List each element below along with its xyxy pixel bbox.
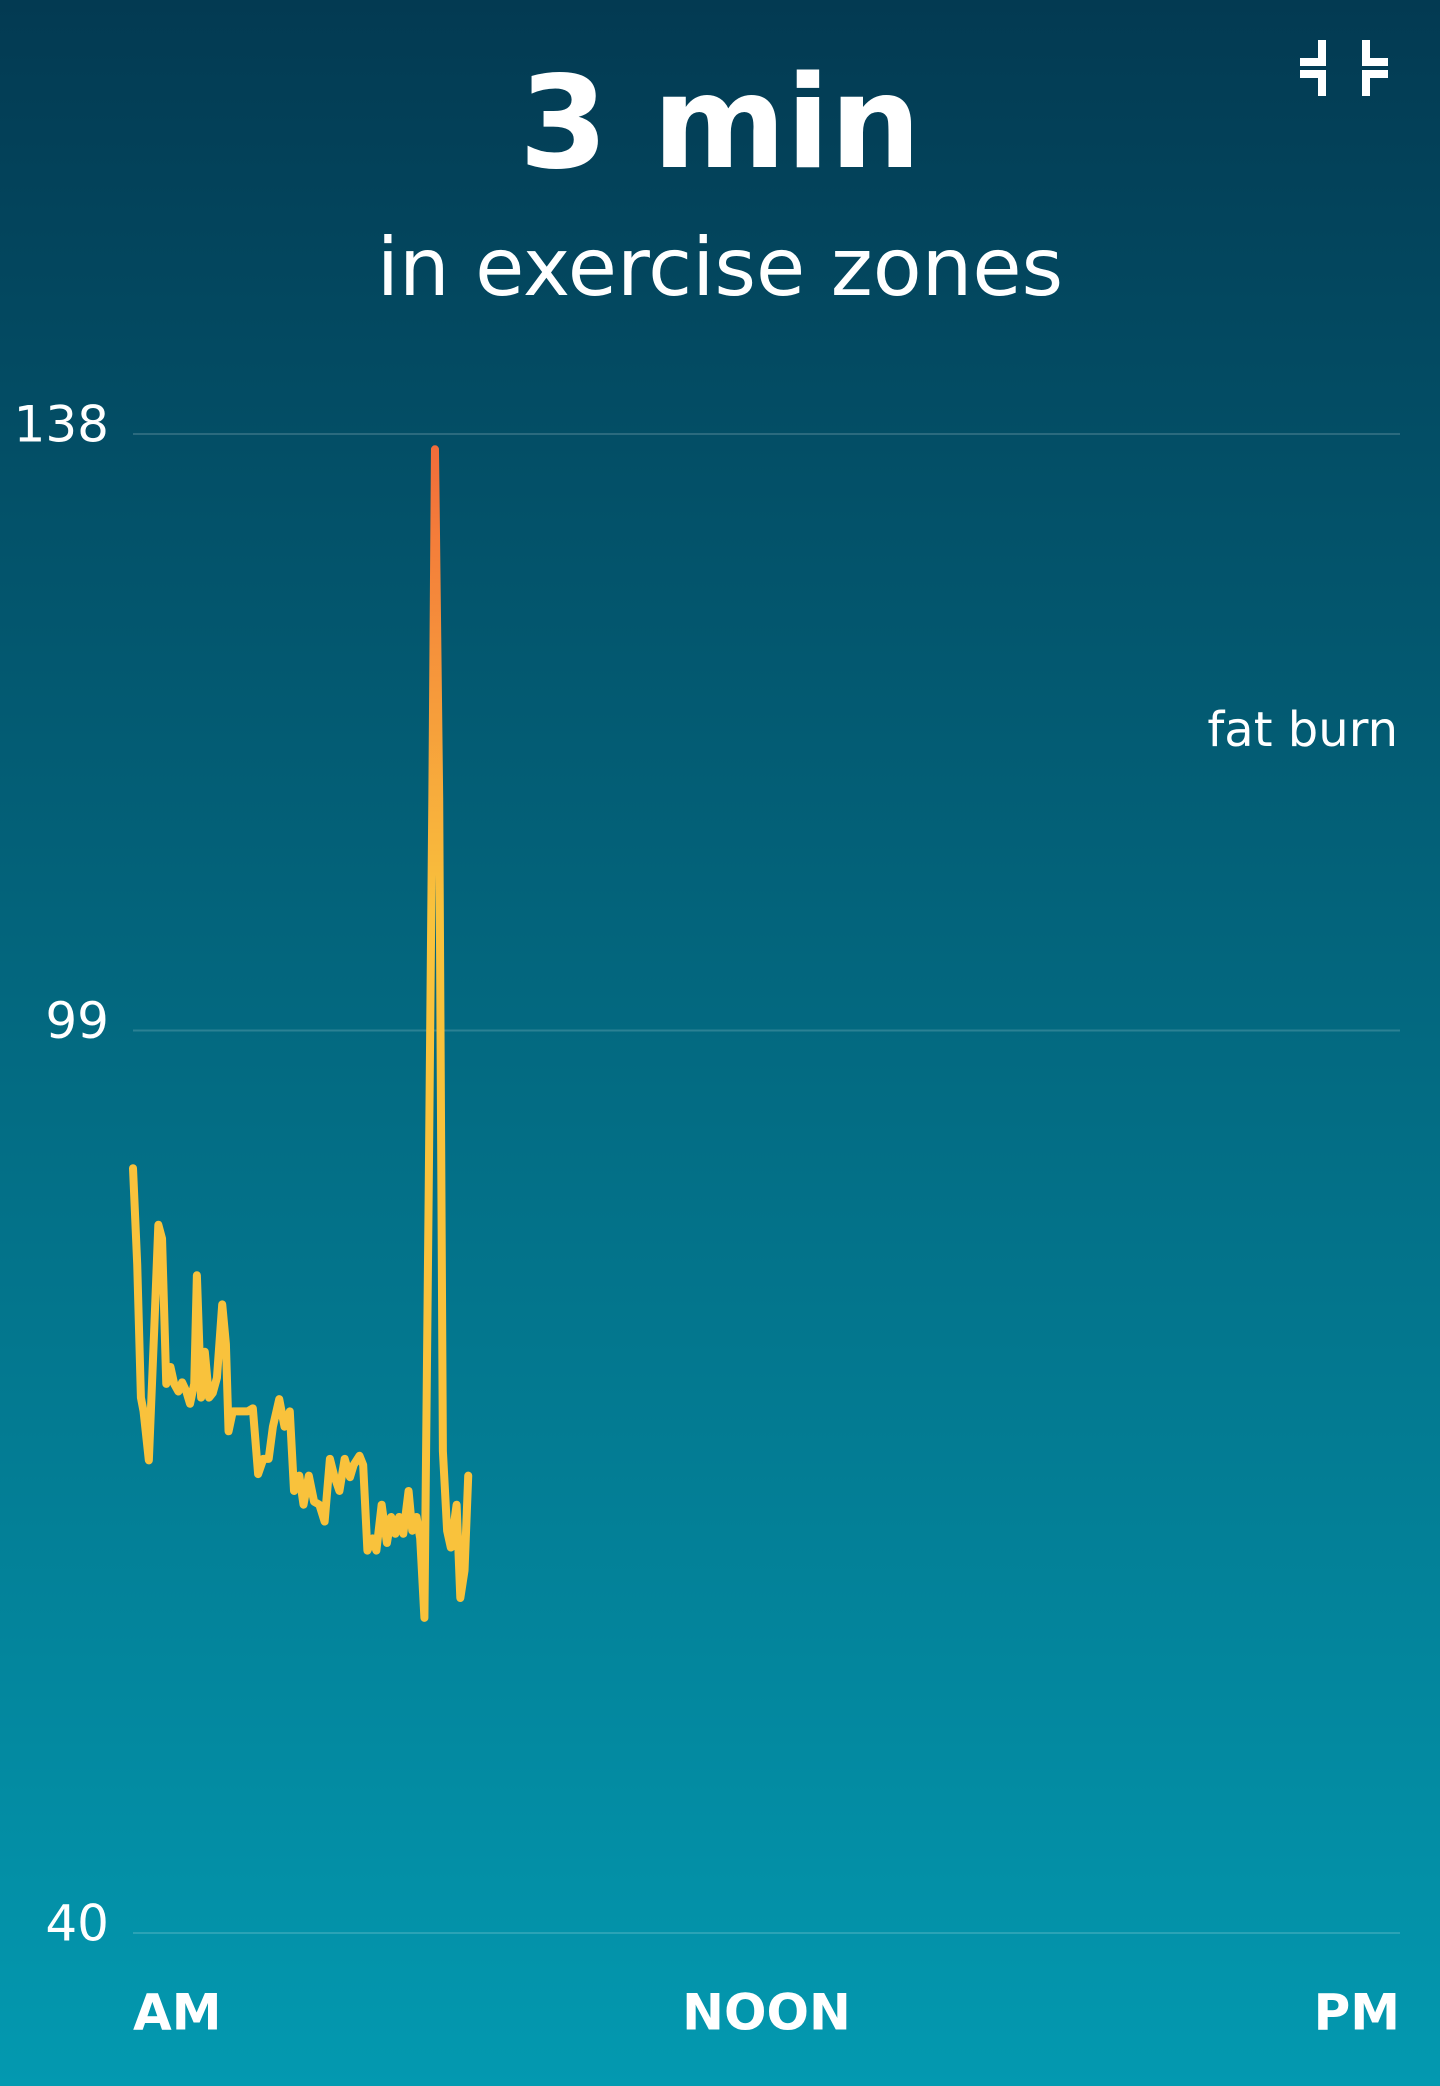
- heart-rate-line: [129, 445, 473, 1622]
- chart-title: 3 min: [519, 49, 921, 198]
- chart-subtitle: in exercise zones: [377, 221, 1063, 314]
- zone-annotation: fat burn: [1207, 702, 1398, 758]
- y-tick-label: 40: [45, 1895, 109, 1953]
- x-tick-label: NOON: [682, 1984, 851, 2042]
- collapse-icon[interactable]: [1300, 40, 1388, 96]
- y-tick-label: 138: [14, 396, 109, 454]
- y-tick-label: 99: [45, 992, 109, 1050]
- x-tick-label: PM: [1314, 1984, 1400, 2042]
- collapse-icon-path[interactable]: [1300, 40, 1388, 96]
- x-tick-label: AM: [133, 1984, 221, 2042]
